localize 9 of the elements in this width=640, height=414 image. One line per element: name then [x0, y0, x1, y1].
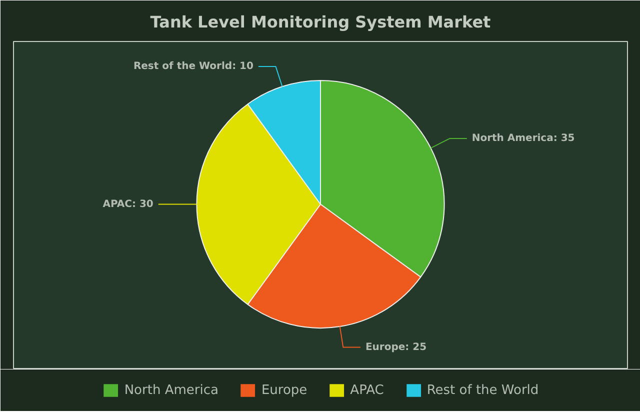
- chart-title: Tank Level Monitoring System Market: [150, 12, 492, 32]
- legend-label: APAC: [350, 382, 384, 398]
- data-label: Europe: 25: [365, 342, 427, 353]
- data-label: Rest of the World: 10: [133, 61, 254, 72]
- data-label: APAC: 30: [102, 198, 154, 210]
- legend-label: North America: [124, 382, 218, 398]
- data-label: North America: 35: [472, 133, 575, 144]
- legend-label: Europe: [261, 382, 308, 398]
- legend-label: Rest of the World: [426, 382, 539, 398]
